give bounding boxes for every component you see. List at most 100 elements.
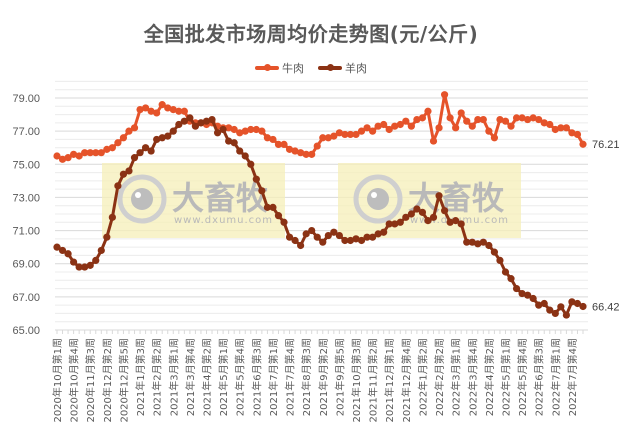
data-point[interactable] [169,127,177,135]
data-point[interactable] [141,144,150,152]
data-point[interactable] [341,130,349,139]
data-point[interactable] [512,114,521,122]
data-point[interactable] [147,107,155,115]
data-point[interactable] [402,213,410,221]
data-point[interactable] [440,91,449,99]
data-point[interactable] [429,213,438,221]
data-point[interactable] [524,115,532,124]
data-point[interactable] [535,115,543,124]
data-point[interactable] [297,149,305,157]
data-point[interactable] [175,107,183,115]
data-point[interactable] [540,299,548,308]
data-point[interactable] [119,134,128,142]
data-point[interactable] [424,217,432,225]
data-point[interactable] [75,152,83,160]
data-point[interactable] [269,135,277,144]
data-point[interactable] [258,187,266,195]
data-point[interactable] [352,235,360,243]
data-point[interactable] [485,127,493,135]
data-point[interactable] [241,152,249,160]
data-point[interactable] [263,203,271,211]
data-point[interactable] [512,284,521,293]
data-point[interactable] [136,106,144,114]
data-point[interactable] [369,127,377,135]
data-point[interactable] [457,220,465,228]
data-point[interactable] [114,182,122,190]
data-point[interactable] [247,125,255,134]
data-point[interactable] [70,150,78,158]
data-point[interactable] [557,303,565,311]
data-point[interactable] [236,147,244,155]
data-point[interactable] [490,134,499,142]
data-point[interactable] [346,130,355,139]
data-point[interactable] [374,230,382,238]
data-point[interactable] [241,127,249,135]
legend-item-beef[interactable]: 牛肉 [255,60,304,76]
data-point[interactable] [236,129,244,137]
data-point[interactable] [485,241,493,250]
data-point[interactable] [302,150,310,158]
data-point[interactable] [103,233,111,241]
data-point[interactable] [274,140,283,148]
data-point[interactable] [413,205,421,213]
data-point[interactable] [324,231,332,240]
data-point[interactable] [197,119,205,127]
data-point[interactable] [507,275,515,283]
data-point[interactable] [53,152,61,160]
data-point[interactable] [153,135,161,144]
data-point[interactable] [468,122,476,130]
data-point[interactable] [313,142,321,150]
data-point[interactable] [208,115,216,124]
data-point[interactable] [396,120,404,129]
data-point[interactable] [474,240,482,248]
data-point[interactable] [136,149,144,157]
data-point[interactable] [341,236,349,245]
data-point[interactable] [313,233,321,241]
data-point[interactable] [568,129,576,137]
data-point[interactable] [230,125,238,134]
data-point[interactable] [75,263,83,271]
data-point[interactable] [385,220,393,228]
data-point[interactable] [274,212,283,220]
data-point[interactable] [64,250,72,258]
data-point[interactable] [496,115,504,124]
data-point[interactable] [97,246,105,255]
data-point[interactable] [92,256,100,264]
data-point[interactable] [479,115,487,124]
data-point[interactable] [529,294,537,303]
data-point[interactable] [319,134,327,142]
data-point[interactable] [546,120,554,129]
data-point[interactable] [252,175,260,183]
data-point[interactable] [463,117,471,125]
data-point[interactable] [86,261,94,269]
data-point[interactable] [391,122,399,130]
data-point[interactable] [468,238,476,246]
data-point[interactable] [540,119,548,127]
data-point[interactable] [557,124,565,132]
data-point[interactable] [402,117,410,125]
data-point[interactable] [435,192,443,200]
data-point[interactable] [407,210,415,218]
data-point[interactable] [424,107,432,115]
data-point[interactable] [130,154,139,162]
data-point[interactable] [186,114,194,122]
data-point[interactable] [141,104,150,112]
data-point[interactable] [280,218,288,226]
data-point[interactable] [97,149,105,157]
data-point[interactable] [346,236,355,245]
data-point[interactable] [501,268,510,276]
data-point[interactable] [125,127,133,135]
data-point[interactable] [579,302,587,311]
data-point[interactable] [164,104,172,112]
data-point[interactable] [457,109,465,117]
data-point[interactable] [64,154,72,162]
data-point[interactable] [158,134,166,142]
data-point[interactable] [330,228,338,236]
data-point[interactable] [363,124,371,132]
data-point[interactable] [507,122,515,130]
data-point[interactable] [357,127,366,135]
data-point[interactable] [579,140,587,148]
data-point[interactable] [319,238,327,246]
data-point[interactable] [70,258,78,266]
data-point[interactable] [418,114,427,122]
